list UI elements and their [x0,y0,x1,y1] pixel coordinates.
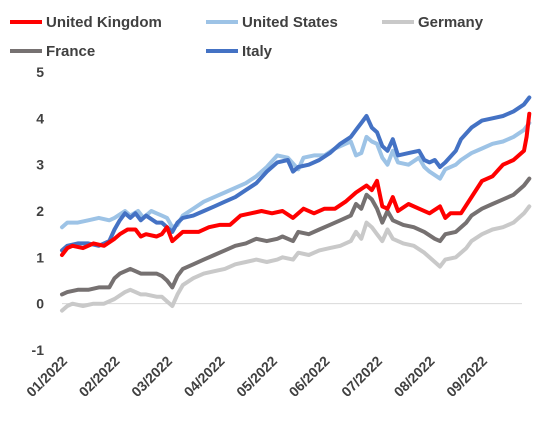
series-line-italy [60,95,532,253]
series-line-germany [60,204,532,313]
legend-item-france: France [10,43,95,60]
y-tick-label: -1 [32,342,45,358]
x-tick-label: 05/2022 [233,353,280,400]
x-tick-label: 06/2022 [286,353,333,400]
y-tick-label: 1 [36,249,44,265]
legend-item-united-kingdom: United Kingdom [10,14,162,31]
legend-label: United Kingdom [46,14,162,31]
chart-legend: United Kingdom United States Germany France… [10,14,484,60]
x-tick-label: 01/2022 [23,353,70,400]
x-tick-label: 04/2022 [181,353,228,400]
x-axis: 01/2022 02/2022 03/2022 04/2022 05/2022 06/20… [23,303,522,400]
x-tick-label: 08/2022 [391,353,438,400]
y-tick-label: 5 [36,64,44,80]
legend-label: France [46,43,95,60]
y-axis: -1 0 1 2 3 4 5 [32,64,45,358]
series-line-united-kingdom [60,111,532,257]
y-tick-label: 2 [36,203,44,219]
y-tick-label: 0 [36,296,44,312]
y-tick-label: 3 [36,157,44,173]
plot-area [60,95,532,313]
legend-label: Italy [242,43,273,60]
y-tick-label: 4 [36,110,44,126]
series-line-france [60,176,532,297]
x-tick-label: 03/2022 [128,353,175,400]
x-tick-label: 09/2022 [443,353,490,400]
legend-label: United States [242,14,338,31]
series-line-united-states [60,121,532,230]
legend-item-italy: Italy [206,43,273,60]
x-tick-label: 07/2022 [338,353,385,400]
legend-label: Germany [418,14,484,31]
legend-item-germany: Germany [382,14,484,31]
x-tick-label: 02/2022 [76,353,123,400]
legend-item-united-states: United States [206,14,338,31]
